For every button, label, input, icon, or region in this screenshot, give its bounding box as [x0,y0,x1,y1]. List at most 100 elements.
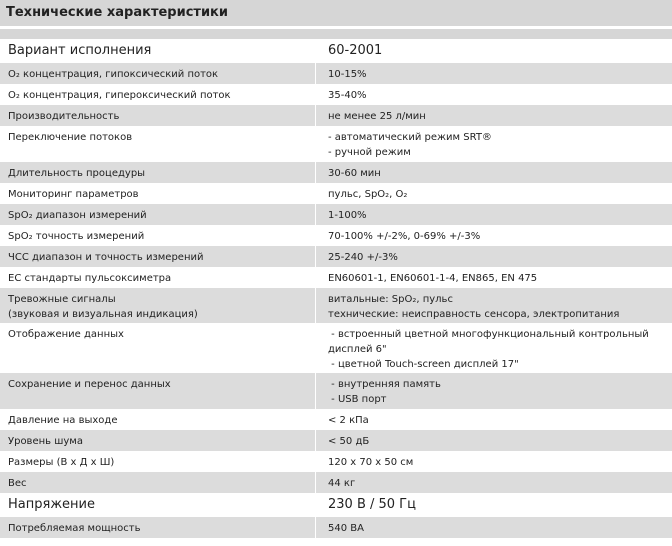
text-line: дисплей 6" [328,344,387,355]
spec-value: 30-60 мин [316,162,672,183]
text-line: 10-15% [328,69,367,80]
spec-label: Сохранение и перенос данных [0,373,316,409]
spec-table: Вариант исполнения 60-2001 O₂ концентрация… [0,39,672,538]
text-line: - внутренняя память [328,379,441,390]
spec-value: - внутренняя память - USB порт [316,373,672,409]
spec-row: Напряжение 230 В / 50 Гц [0,492,672,517]
text-line: Сохранение и перенос данных [8,379,171,390]
text-line: - цветной Touch-screen дисплей 17" [328,359,519,370]
text-line: 540 ВА [328,522,364,534]
spec-row: SpO₂ диапазон измерений 1-100% [0,203,672,225]
spec-label: ЧСС диапазон и точность измерений [0,245,316,267]
spec-row: Вариант исполнения 60-2001 [0,39,672,63]
spec-row: O₂ концентрация, гипоксический поток 10-1… [0,63,672,84]
spec-label: Размеры (В х Д х Ш) [0,450,316,472]
spec-label: Напряжение [0,492,316,517]
text-line: Отображение данных [8,329,124,340]
spec-value: EN60601-1, EN60601-1-4, EN865, EN 475 [316,267,672,288]
text-line: 60-2001 [328,43,383,58]
text-line: - USB порт [328,394,387,405]
spec-value: - автоматический режим SRT® - ручной режи… [316,126,672,162]
spec-label: Производительность [0,105,316,126]
text-line: 230 В / 50 Гц [328,496,416,512]
spec-label: Мониторинг параметров [0,182,316,204]
spec-label: Тревожные сигналы (звуковая и визуальная … [0,287,316,323]
spec-row: Переключение потоков - автоматический реж… [0,126,672,162]
spec-row: ЕС стандарты пульсоксиметра EN60601-1, EN… [0,266,672,288]
spec-value: 35-40% [316,84,672,105]
spec-row: Потребляемая мощность 540 ВА [0,516,672,538]
text-line: витальные: SpO₂, пульс [328,293,453,305]
text-line: Размеры (В х Д х Ш) [8,456,115,468]
text-line: 120 х 70 х 50 см [328,456,414,468]
text-line: - ручной режим [328,147,411,158]
text-line: ЕС стандарты пульсоксиметра [8,272,172,284]
spec-value: 120 х 70 х 50 см [316,451,672,472]
spec-label: Отображение данных [0,323,316,373]
spec-value: 60-2001 [316,39,672,63]
spec-row: Мониторинг параметров пульс, SpO₂, O₂ [0,182,672,204]
spec-row: Давление на выходе < 2 кПа [0,408,672,430]
text-line: Длительность процедуры [8,167,146,179]
spec-label: Уровень шума [0,429,316,451]
text-line: < 2 кПа [328,414,369,426]
text-line: SpO₂ диапазон измерений [8,209,147,221]
spec-label: O₂ концентрация, гипероксический поток [0,84,316,105]
text-line: Вес [8,477,27,489]
text-line: технические: неисправность сенсора, элек… [328,308,620,320]
text-line: Производительность [8,111,120,122]
spec-label: ЕС стандарты пульсоксиметра [0,266,316,288]
spec-value: пульс, SpO₂, O₂ [316,183,672,204]
spec-value: < 50 дБ [316,430,672,451]
spec-label: Вариант исполнения [0,39,316,63]
spec-row: Сохранение и перенос данных - внутренняя… [0,373,672,409]
spec-row: Размеры (В х Д х Ш) 120 х 70 х 50 см [0,450,672,472]
text-line: 25-240 +/-3% [328,251,398,263]
text-line: - встроенный цветной многофункциональный… [328,329,649,340]
text-line: Тревожные сигналы [8,293,116,305]
text-line: Уровень шума [8,435,83,447]
text-line: Потребляемая мощность [8,522,141,534]
text-line: 44 кг [328,477,356,489]
text-line: O₂ концентрация, гипоксический поток [8,69,219,80]
spec-label: SpO₂ диапазон измерений [0,203,316,225]
spec-row: SpO₂ точность измерений 70-100% +/-2%, 0-… [0,224,672,246]
spec-label: Переключение потоков [0,126,316,162]
spec-row: ЧСС диапазон и точность измерений 25-240 … [0,245,672,267]
spec-value: 10-15% [316,63,672,84]
text-line: Вариант исполнения [8,43,152,58]
spec-row: Уровень шума < 50 дБ [0,429,672,451]
spec-value: 1-100% [316,204,672,225]
text-line: < 50 дБ [328,435,370,447]
spec-value: витальные: SpO₂, пульс технические: неисп… [316,288,672,324]
text-line: ЧСС диапазон и точность измерений [8,251,204,263]
text-line: 30-60 мин [328,167,381,179]
text-line: Давление на выходе [8,414,118,426]
spec-row: Тревожные сигналы (звуковая и визуальная … [0,287,672,324]
text-line: Напряжение [8,496,95,512]
spec-label: O₂ концентрация, гипоксический поток [0,63,316,84]
text-line: Переключение потоков [8,132,133,143]
text-line: 1-100% [328,209,367,221]
spec-value: < 2 кПа [316,409,672,430]
text-line: Мониторинг параметров [8,188,139,200]
spec-row: Отображение данных - встроенный цветной … [0,323,672,373]
spec-value: 540 ВА [316,517,672,538]
section-title: Технические характеристики [0,0,672,26]
text-line: SpO₂ точность измерений [8,230,145,242]
text-line: 35-40% [328,90,367,101]
spec-row: Длительность процедуры 30-60 мин [0,161,672,183]
spec-value: 230 В / 50 Гц [316,493,672,517]
spec-label: Давление на выходе [0,408,316,430]
spec-value: 25-240 +/-3% [316,246,672,267]
spec-value: 44 кг [316,472,672,493]
text-line: (звуковая и визуальная индикация) [8,308,198,320]
divider-band [0,29,672,39]
spec-label: Потребляемая мощность [0,516,316,538]
spec-label: Вес [0,471,316,493]
spec-label: Длительность процедуры [0,161,316,183]
spec-label: SpO₂ точность измерений [0,224,316,246]
spec-row: Производительность не менее 25 л/мин [0,105,672,126]
spec-value: 70-100% +/-2%, 0-69% +/-3% [316,225,672,246]
